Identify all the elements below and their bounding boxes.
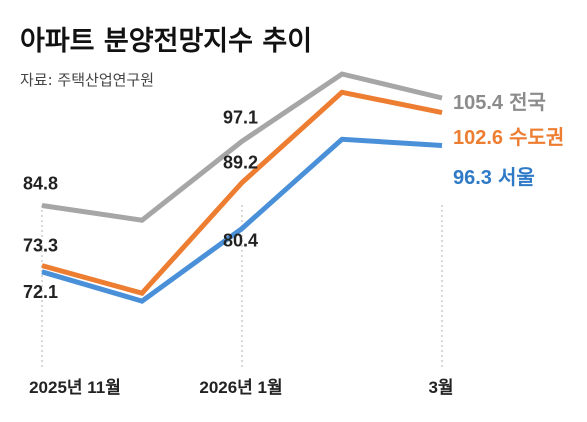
end-value: 105.4 <box>453 92 504 114</box>
value-label: 84.8 <box>23 174 58 194</box>
chart-source: 자료: 주택산업연구원 <box>20 71 154 89</box>
value-label: 89.2 <box>223 153 258 173</box>
end-value: 102.6 <box>453 127 503 149</box>
series-name: 수도권 <box>509 126 564 149</box>
series-end-label-2: 96.3 서울 <box>453 166 535 189</box>
value-label: 73.3 <box>23 236 58 256</box>
value-labels: 84.8 97.1 73.3 89.2 72.1 80.4 <box>23 107 258 301</box>
chart-title: 아파트 분양전망지수 추이 <box>20 26 312 57</box>
x-tick-label: 3월 <box>428 378 453 397</box>
series-name: 전국 <box>509 91 546 114</box>
series-line-0 <box>41 71 443 223</box>
value-label: 97.1 <box>223 107 258 127</box>
value-label: 80.4 <box>223 231 258 251</box>
x-tick-label: 2026년 1월 <box>199 378 282 397</box>
series-end-label-0: 105.4 전국 <box>453 91 546 114</box>
x-tick-labels: 2025년 11월 2026년 1월 3월 <box>29 378 453 397</box>
series-name: 서울 <box>498 166 535 189</box>
value-label: 72.1 <box>23 282 58 302</box>
series-lines <box>41 71 443 304</box>
series-end-labels: 105.4 전국 102.6 수도권 96.3 서울 <box>453 91 564 189</box>
end-value: 96.3 <box>453 167 492 189</box>
series-line-1 <box>41 89 443 297</box>
series-line-2 <box>41 136 443 304</box>
series-end-label-1: 102.6 수도권 <box>453 126 564 149</box>
x-tick-label: 2025년 11월 <box>29 378 121 397</box>
